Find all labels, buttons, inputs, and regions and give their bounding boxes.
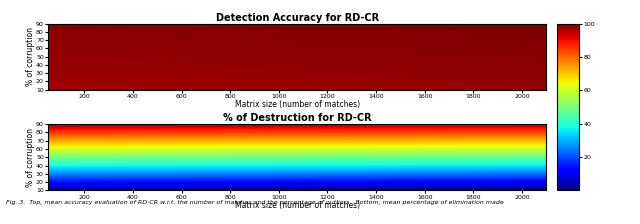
Text: Fig. 3.  Top, mean accuracy evaluation of RD-CR w.r.t. the number of matches and: Fig. 3. Top, mean accuracy evaluation of…: [6, 200, 504, 205]
Y-axis label: % of corruption: % of corruption: [26, 27, 35, 86]
Title: % of Destruction for RD-CR: % of Destruction for RD-CR: [223, 113, 371, 123]
X-axis label: Matrix size (number of matches): Matrix size (number of matches): [234, 100, 360, 109]
Y-axis label: % of corruption: % of corruption: [26, 128, 35, 187]
X-axis label: Matrix size (number of matches): Matrix size (number of matches): [234, 201, 360, 210]
Title: Detection Accuracy for RD-CR: Detection Accuracy for RD-CR: [216, 13, 379, 23]
